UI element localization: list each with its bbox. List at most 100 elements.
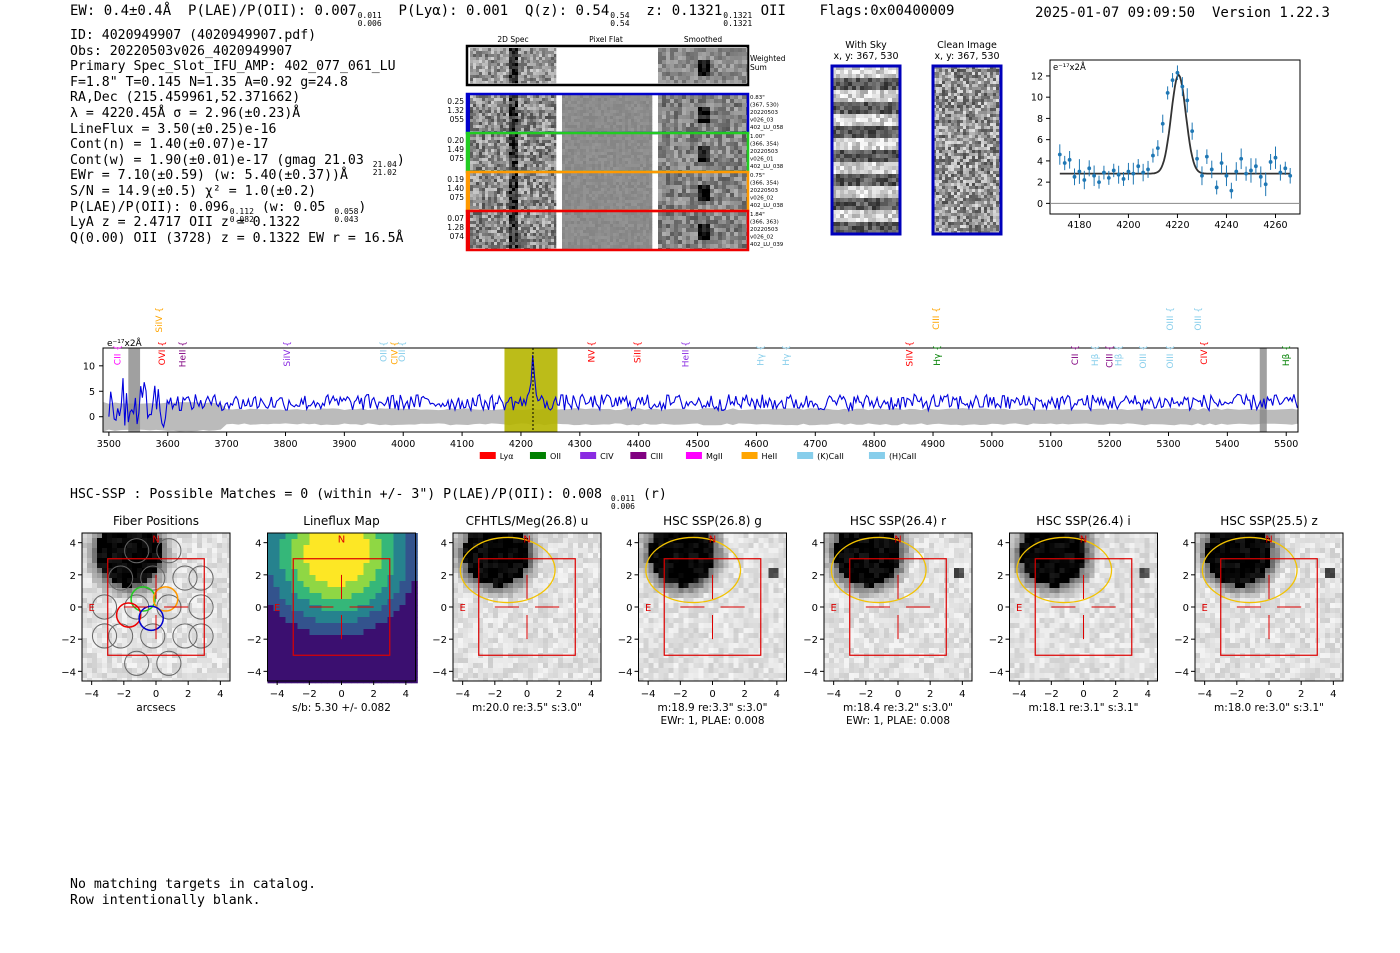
info-params: F=1.8" T=0.145 N=1.35 A=0.92 g=24.8 [70, 74, 348, 90]
thumbnail-ytick-label: 2 [812, 571, 818, 582]
thumbnail-ytick-label: −4 [61, 667, 76, 678]
zoom-data-point [1121, 177, 1126, 181]
plae-summary: P(LAE)/P(OII): 0.007 [188, 3, 357, 19]
spectrum-legend-swatch [529, 452, 546, 459]
sky-panel-subtitle: x, y: 367, 530 [833, 51, 898, 62]
zoom-data-point [1283, 166, 1288, 171]
search-box [107, 558, 205, 656]
fiber-left-value: 0.07 [447, 214, 464, 223]
zoom-data-point [1136, 164, 1141, 169]
thumbnail-xtick-label: −4 [84, 689, 99, 700]
aperture-ellipse [1201, 536, 1298, 604]
thumbnail-ytick-label: 0 [70, 603, 76, 614]
timestamp: 2025-01-07 09:09:50 [1034, 5, 1196, 21]
qz-summary: Q(z): 0.54 [524, 3, 610, 19]
version: Version 1.22.3 [1211, 5, 1330, 21]
spectrum-xtick-label: 4500 [685, 439, 709, 450]
north-label: N [894, 535, 901, 546]
ew-summary: EW: 0.4±0.4Å [70, 3, 172, 19]
spectrum-legend-label: Lyα [500, 452, 514, 461]
z-hi: 0.1321 [723, 11, 753, 20]
aperture-ellipse [459, 536, 556, 604]
fiber-color-bar [467, 172, 470, 211]
spectrum-legend-swatch [741, 452, 758, 459]
zoom-data-point [1097, 180, 1101, 185]
fiber-circle [156, 538, 182, 564]
aperture-ellipse [830, 536, 927, 604]
footer-line-1: No matching targets in catalog. [70, 877, 317, 892]
z-line: OII [760, 3, 786, 19]
thumbnail-ytick-label: 2 [441, 571, 447, 582]
spectrum-line-label: SiII { [633, 341, 643, 363]
spectrum-ytick-label: 5 [89, 387, 95, 398]
spectrum-xtick-label: 3700 [215, 439, 239, 450]
zoom-data-point [1151, 153, 1155, 158]
contw-hi: 21.04 [372, 159, 397, 169]
plae-text: P(LAE)/P(OII): 0.096 [70, 199, 229, 215]
spectrum-mask [1259, 348, 1267, 432]
weighted-2d-spec [470, 48, 557, 84]
spectrum-line-label: Hγ { [933, 345, 943, 366]
fiber-circle [91, 594, 118, 620]
zoom-data-point [1229, 188, 1234, 193]
zoom-ytick-label: 4 [1037, 156, 1043, 167]
search-box [292, 558, 391, 656]
spectrum-line-label: OIII { [1194, 307, 1204, 331]
spectrum-line-label: CIV { [1200, 341, 1210, 365]
hsc-lo: 0.006 [610, 502, 635, 511]
fiber-left-value: 075 [450, 193, 465, 202]
thumbnail-xtick-label: −2 [116, 689, 131, 700]
thumbnail-xtick-label: 4 [588, 689, 594, 700]
search-box [1034, 558, 1133, 656]
thumbnail-xtick-label: 4 [959, 689, 965, 700]
spectrum-xtick-label: 5100 [1039, 439, 1063, 450]
thumbnail-title: Lineflux Map [303, 514, 379, 528]
zoom-data-point [1224, 173, 1229, 178]
fiber-right-value: 402_LU_039 [750, 242, 784, 248]
thumbnail-ytick-label: −2 [432, 635, 447, 646]
hsc-hi: 0.011 [610, 494, 635, 503]
zoom-data-point [1116, 172, 1121, 177]
thumbnail-ytick-label: 0 [255, 603, 261, 614]
thumbnail-ytick-label: −2 [618, 635, 633, 646]
spectrum-line-label: CIII { [1106, 345, 1116, 368]
info-obs: Obs: 20220503v026_4020949907 [70, 43, 293, 59]
thumbnail-ytick-label: −4 [432, 667, 447, 678]
thumbnail-ytick-label: −4 [989, 667, 1004, 678]
thumbnail-xtick-label: 2 [185, 689, 191, 700]
thumbnail-ytick-label: 4 [255, 539, 261, 550]
thumbnail-ytick-label: 2 [997, 571, 1003, 582]
zoom-data-point [1244, 171, 1248, 176]
full-spectrum-plot: 3500 3600 3700 3800 3900 4000 4100 4200 4300 4400… [83, 307, 1299, 461]
fiber-circle [172, 565, 198, 591]
fiber-right-value: v026_02 [750, 196, 774, 202]
east-label: E [274, 603, 280, 614]
info-contn: Cont(n) = 1.40(±0.07)e-17 [70, 137, 269, 153]
thumbnail-title: HSC SSP(26.4) i [1036, 514, 1131, 528]
thumbnail-ytick-label: −4 [1174, 667, 1189, 678]
spectrum-line-label: NV { [588, 341, 598, 362]
thumbnail-xtick-label: −4 [641, 689, 656, 700]
spectrum-line-label: HeII { [178, 341, 188, 367]
thumbnail-xtick-label: −2 [302, 689, 317, 700]
zoom-data-point [1165, 91, 1170, 95]
zoom-data-point [1190, 129, 1195, 134]
selected-fiber-circle [138, 605, 164, 632]
fiber-left-value: 1.28 [447, 223, 464, 232]
footer-note: No matching targets in catalog. Row inte… [70, 877, 316, 908]
search-box [1220, 558, 1318, 656]
spectrum-ytick-label: 0 [89, 412, 95, 423]
fiber-right-value: 20220503 [750, 110, 778, 116]
thumbnail-ytick-label: −4 [247, 667, 262, 678]
spectrum-legend-swatch [685, 452, 702, 459]
thumbnail-title: HSC SSP(25.5) z [1220, 514, 1318, 528]
spectrum-xtick-label: 4800 [862, 439, 886, 450]
plae-hi-2: 0.112 [229, 206, 254, 216]
fiber-right-value: 402_LU_038 [750, 203, 784, 209]
spectrum-legend-label: MgII [706, 452, 723, 461]
cutout-col-title: Pixel Flat [589, 35, 623, 44]
fiber-right-value: (367, 530) [750, 103, 779, 109]
z-lo: 0.1321 [723, 19, 753, 28]
fiber-circle [108, 565, 134, 591]
spectrum-legend-label: CIII [650, 452, 663, 461]
